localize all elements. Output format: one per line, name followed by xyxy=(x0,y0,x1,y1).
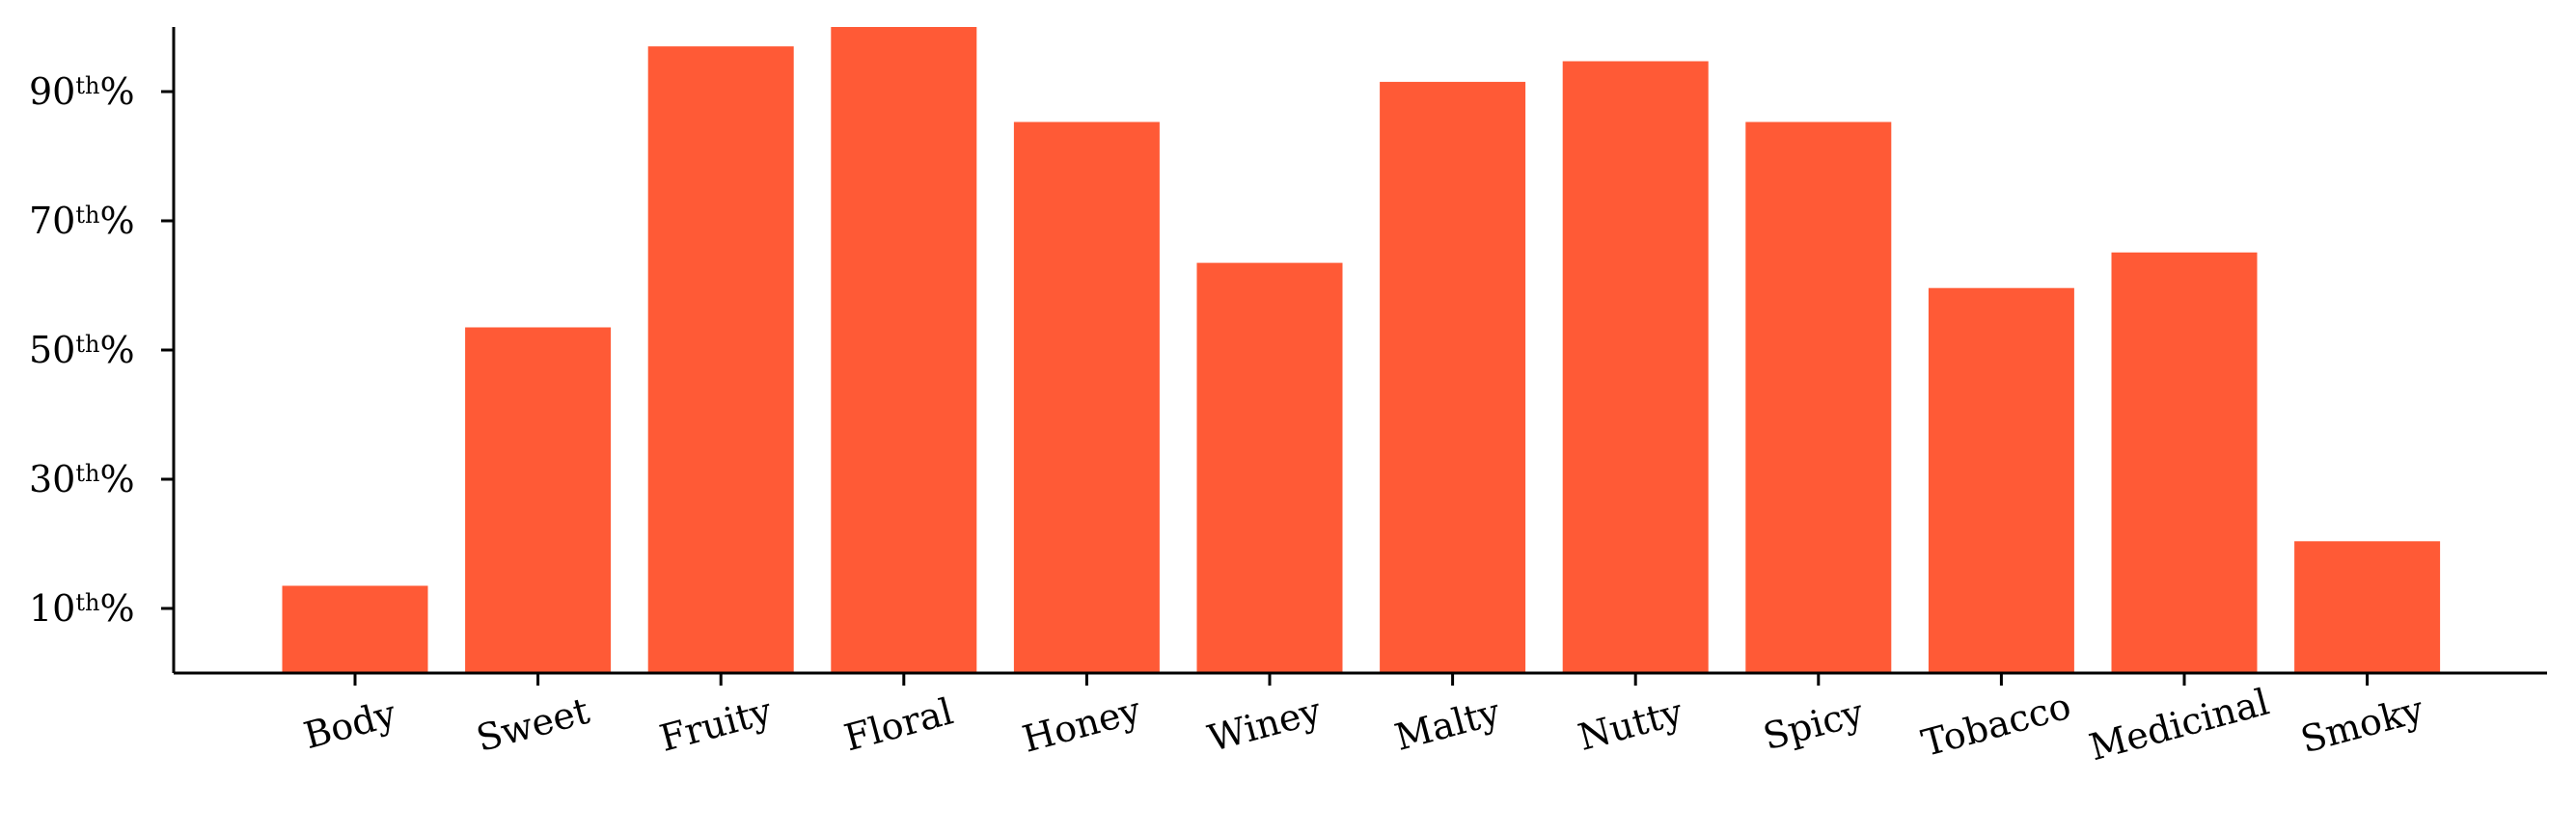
x-tick-label: Fruity xyxy=(655,689,777,760)
y-tick-percent: % xyxy=(99,587,134,630)
y-tick-percent: % xyxy=(99,70,134,113)
x-tick-label: Sweet xyxy=(472,689,593,760)
y-tick-ordinal-suffix: th xyxy=(75,202,99,229)
bar-spicy xyxy=(1745,121,1892,673)
y-tick-percent: % xyxy=(99,329,134,371)
y-tick-label: 90th% xyxy=(29,70,135,113)
bar-winey xyxy=(1196,262,1343,673)
x-axis-ticks: Body Sweet Fruity Floral Honey Winey Malty Nutt… xyxy=(299,673,2428,769)
bar-sweet xyxy=(465,327,612,673)
y-tick-ordinal-suffix: th xyxy=(75,72,99,99)
bar-honey xyxy=(1013,121,1160,673)
x-tick-label: Tobacco xyxy=(1917,685,2075,765)
bar-smoky xyxy=(2294,541,2441,673)
y-tick-ordinal-suffix: th xyxy=(75,460,99,487)
y-tick-ordinal-suffix: th xyxy=(75,589,99,616)
y-tick-percent: % xyxy=(99,200,134,242)
y-tick-number: 70 xyxy=(29,200,75,242)
x-tick-label: Medicinal xyxy=(2085,681,2273,769)
x-tick-label: Floral xyxy=(840,689,958,759)
bar-medicinal xyxy=(2111,252,2258,673)
y-tick-label: 50th% xyxy=(29,329,135,371)
x-tick-label: Body xyxy=(299,692,400,758)
bar-fruity xyxy=(647,46,794,674)
y-tick-percent: % xyxy=(99,458,134,500)
y-tick-number: 30 xyxy=(29,458,75,500)
bar-malty xyxy=(1380,81,1526,673)
bars-group xyxy=(282,27,2441,674)
bar-body xyxy=(282,585,428,673)
y-tick-number: 90 xyxy=(29,70,75,113)
y-tick-ordinal-suffix: th xyxy=(75,331,99,358)
y-tick-number: 50 xyxy=(29,329,75,371)
bar-tobacco xyxy=(1928,287,2074,673)
x-tick-label: Nutty xyxy=(1574,690,1687,759)
y-tick-number: 10 xyxy=(29,587,75,630)
y-tick-label: 30th% xyxy=(29,458,135,500)
x-tick-label: Winey xyxy=(1203,689,1326,760)
y-axis-ticks: 10th%30th%50th%70th%90th% xyxy=(29,70,174,630)
x-tick-label: Honey xyxy=(1018,688,1145,761)
bar-floral xyxy=(831,27,977,673)
x-tick-label: Malty xyxy=(1390,690,1505,759)
bar-nutty xyxy=(1562,61,1709,673)
x-tick-label: Smoky xyxy=(2296,688,2428,761)
y-tick-label: 10th% xyxy=(29,587,135,630)
y-tick-label: 70th% xyxy=(29,200,135,242)
x-tick-label: Spicy xyxy=(1759,690,1869,758)
